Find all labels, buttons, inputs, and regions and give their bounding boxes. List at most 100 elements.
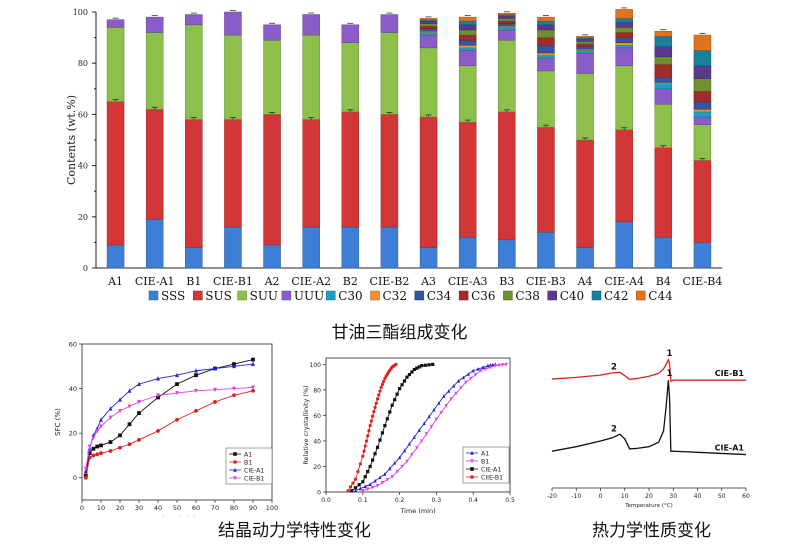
- bar-segment: [185, 14, 203, 26]
- data-point: [380, 431, 385, 435]
- x-tick-label: 0.5: [505, 497, 515, 504]
- bar-segment: [302, 14, 320, 36]
- data-point: [374, 401, 378, 405]
- bar-segment: [615, 47, 633, 67]
- x-tick-label: 30: [669, 493, 677, 500]
- bar-segment: [654, 88, 673, 105]
- x-axis-label: Time (min): [399, 507, 435, 515]
- data-point: [400, 464, 404, 469]
- data-point: [449, 397, 453, 401]
- legend-swatch: [325, 290, 336, 301]
- bar-segment: [458, 47, 477, 51]
- legend-marker: [233, 452, 237, 456]
- bar-segment: [302, 226, 320, 269]
- data-point: [99, 443, 103, 448]
- bar-segment: [693, 34, 712, 51]
- bar-segment: [693, 91, 712, 102]
- data-point: [251, 388, 255, 393]
- bar-segment: [576, 36, 594, 38]
- data-point: [395, 469, 399, 474]
- y-tick-label: 20: [313, 464, 321, 471]
- x-tick-label: 60: [742, 493, 750, 500]
- data-point: [127, 422, 132, 427]
- legend-label: CIE-A1: [481, 466, 501, 473]
- x-tick-label: CIE-A1: [135, 275, 175, 288]
- data-point: [398, 387, 402, 391]
- bar-segment: [419, 116, 438, 248]
- data-point: [486, 363, 490, 368]
- data-point: [362, 449, 366, 453]
- legend-swatch: [281, 290, 292, 301]
- data-point: [461, 375, 465, 380]
- chart-axes: 0 20 40 60 80 100 Contents (wt.%) A1 CIE-A1 B1 CIE…: [65, 8, 722, 288]
- kinetics-caption: 结晶动力学特性变化: [218, 521, 371, 541]
- data-point: [118, 397, 122, 402]
- legend-marker: [470, 450, 474, 455]
- data-point: [156, 429, 160, 433]
- data-point: [488, 365, 492, 370]
- bar-segment: [185, 24, 203, 120]
- data-point: [353, 488, 358, 493]
- data-point: [108, 406, 113, 411]
- bar-segment: [537, 70, 555, 128]
- bar-segment: [341, 24, 360, 43]
- x-tick-label: A2: [264, 275, 280, 288]
- x-tick-label: 0: [599, 493, 603, 500]
- data-point: [127, 388, 132, 393]
- bar-segment: [419, 28, 438, 32]
- x-tick-label: 50: [718, 493, 726, 500]
- data-point: [232, 386, 236, 391]
- bar-segment: [693, 50, 712, 67]
- bar-segment: [224, 119, 242, 228]
- bar-segment: [693, 78, 712, 92]
- data-point: [371, 458, 375, 462]
- bar-segment: [302, 119, 320, 228]
- bar-segment: [498, 20, 516, 24]
- data-point: [137, 411, 141, 415]
- plot-frame: [325, 357, 511, 493]
- bar-segment: [498, 111, 516, 241]
- series-line: [351, 363, 433, 492]
- chart-bars: [106, 7, 712, 269]
- peak-label: 1: [666, 349, 672, 359]
- data-point: [456, 378, 461, 383]
- bar-segment: [615, 32, 633, 38]
- data-point: [501, 363, 505, 367]
- legend-swatch: [458, 290, 469, 301]
- data-point: [407, 372, 412, 377]
- x-tick-label: 90: [249, 504, 257, 512]
- bar-segment: [615, 129, 633, 223]
- data-point: [377, 393, 381, 397]
- bar-segment: [537, 45, 555, 54]
- data-point: [118, 433, 122, 438]
- bar-segment: [654, 237, 673, 269]
- y-tick-label: 40: [313, 438, 321, 445]
- sfc-line-chart: 0 10 20 30 40 50 60 70 80 90 100 0 20 40 60 Time (min) S…: [54, 341, 278, 517]
- bar-segment: [458, 65, 477, 123]
- bar-segment: [458, 20, 477, 26]
- data-point: [194, 388, 198, 394]
- x-tick-label: 0.3: [432, 497, 442, 504]
- data-point: [353, 486, 358, 490]
- data-point: [363, 444, 367, 448]
- bar-segment: [263, 114, 281, 246]
- x-tick-label: CIE-A4: [604, 275, 644, 288]
- data-point: [367, 429, 371, 433]
- data-point: [87, 444, 92, 449]
- data-point: [412, 435, 416, 439]
- series-line: [551, 358, 746, 383]
- data-point: [437, 400, 441, 405]
- data-point: [432, 407, 436, 412]
- data-point: [366, 434, 370, 438]
- data-point: [447, 389, 451, 393]
- legend-label: C40: [560, 289, 584, 303]
- data-point: [357, 483, 361, 487]
- x-axis-label: Temperature (°C): [624, 503, 672, 509]
- bar-segment: [537, 24, 555, 31]
- data-point: [373, 405, 377, 409]
- legend-marker: [470, 475, 474, 479]
- x-tick-label: B2: [343, 275, 358, 288]
- bar-segment: [654, 36, 673, 47]
- y-tick-label: 0: [317, 490, 321, 497]
- x-tick-label: A3: [420, 275, 436, 288]
